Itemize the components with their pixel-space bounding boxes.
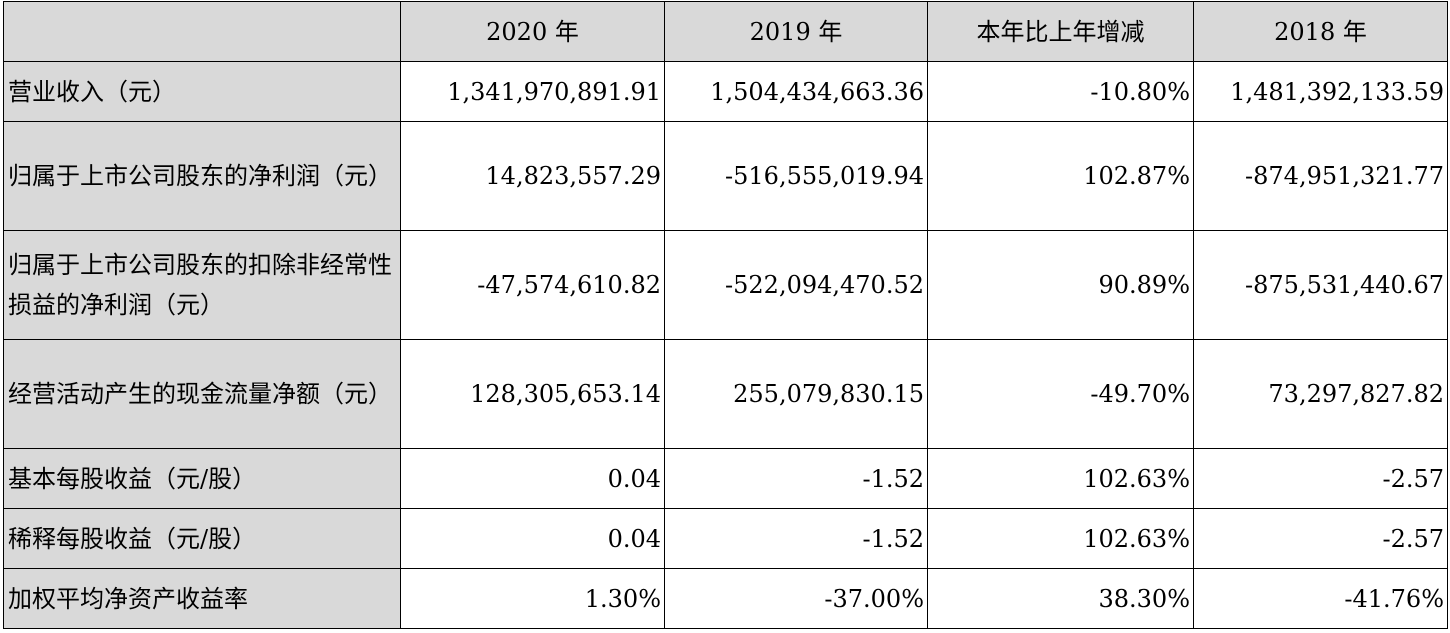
cell-change: 102.63%: [927, 448, 1194, 509]
cell-2019: 1,504,434,663.36: [664, 61, 928, 122]
cell-2020: -47,574,610.82: [400, 230, 665, 340]
table-row-net-profit-deducted: 归属于上市公司股东的扣除非经常性损益的净利润（元） -47,574,610.82…: [3, 230, 1448, 340]
header-cell-change: 本年比上年增减: [927, 1, 1194, 62]
cell-2018: -874,951,321.77: [1193, 121, 1448, 231]
header-cell-2020: 2020 年: [400, 1, 665, 62]
row-label: 稀释每股收益（元/股）: [3, 508, 401, 569]
cell-change: -10.80%: [927, 61, 1194, 122]
cell-2018: -2.57: [1193, 508, 1448, 569]
table-row-net-profit: 归属于上市公司股东的净利润（元） 14,823,557.29 -516,555,…: [3, 121, 1448, 231]
cell-2020: 0.04: [400, 448, 665, 509]
table-row-diluted-eps: 稀释每股收益（元/股） 0.04 -1.52 102.63% -2.57: [3, 508, 1448, 569]
header-cell-2018: 2018 年: [1193, 1, 1448, 62]
row-label: 加权平均净资产收益率: [3, 568, 401, 629]
cell-2018: -41.76%: [1193, 568, 1448, 629]
table-row-revenue: 营业收入（元） 1,341,970,891.91 1,504,434,663.3…: [3, 61, 1448, 122]
table-row-basic-eps: 基本每股收益（元/股） 0.04 -1.52 102.63% -2.57: [3, 448, 1448, 509]
row-label: 营业收入（元）: [3, 61, 401, 122]
cell-change: 102.63%: [927, 508, 1194, 569]
header-row: 2020 年 2019 年 本年比上年增减 2018 年: [3, 1, 1448, 62]
cell-2020: 128,305,653.14: [400, 339, 665, 449]
cell-2018: -875,531,440.67: [1193, 230, 1448, 340]
cell-2019: -516,555,019.94: [664, 121, 928, 231]
row-label: 归属于上市公司股东的净利润（元）: [3, 121, 401, 231]
cell-2018: 1,481,392,133.59: [1193, 61, 1448, 122]
header-cell-item: [3, 1, 401, 62]
cell-2019: 255,079,830.15: [664, 339, 928, 449]
table-row-roe: 加权平均净资产收益率 1.30% -37.00% 38.30% -41.76%: [3, 568, 1448, 629]
cell-2020: 1.30%: [400, 568, 665, 629]
cell-2019: -1.52: [664, 508, 928, 569]
cell-2019: -522,094,470.52: [664, 230, 928, 340]
header-cell-2019: 2019 年: [664, 1, 928, 62]
row-label: 基本每股收益（元/股）: [3, 448, 401, 509]
cell-2018: 73,297,827.82: [1193, 339, 1448, 449]
table-row-operating-cash-flow: 经营活动产生的现金流量净额（元） 128,305,653.14 255,079,…: [3, 339, 1448, 449]
row-label: 归属于上市公司股东的扣除非经常性损益的净利润（元）: [3, 230, 401, 340]
cell-2018: -2.57: [1193, 448, 1448, 509]
cell-2020: 0.04: [400, 508, 665, 569]
row-label: 经营活动产生的现金流量净额（元）: [3, 339, 401, 449]
financial-summary-table: 2020 年 2019 年 本年比上年增减 2018 年 营业收入（元） 1,3…: [3, 1, 1448, 629]
cell-2019: -1.52: [664, 448, 928, 509]
cell-change: 102.87%: [927, 121, 1194, 231]
cell-change: 90.89%: [927, 230, 1194, 340]
cell-change: -49.70%: [927, 339, 1194, 449]
cell-change: 38.30%: [927, 568, 1194, 629]
cell-2020: 14,823,557.29: [400, 121, 665, 231]
cell-2019: -37.00%: [664, 568, 928, 629]
cell-2020: 1,341,970,891.91: [400, 61, 665, 122]
